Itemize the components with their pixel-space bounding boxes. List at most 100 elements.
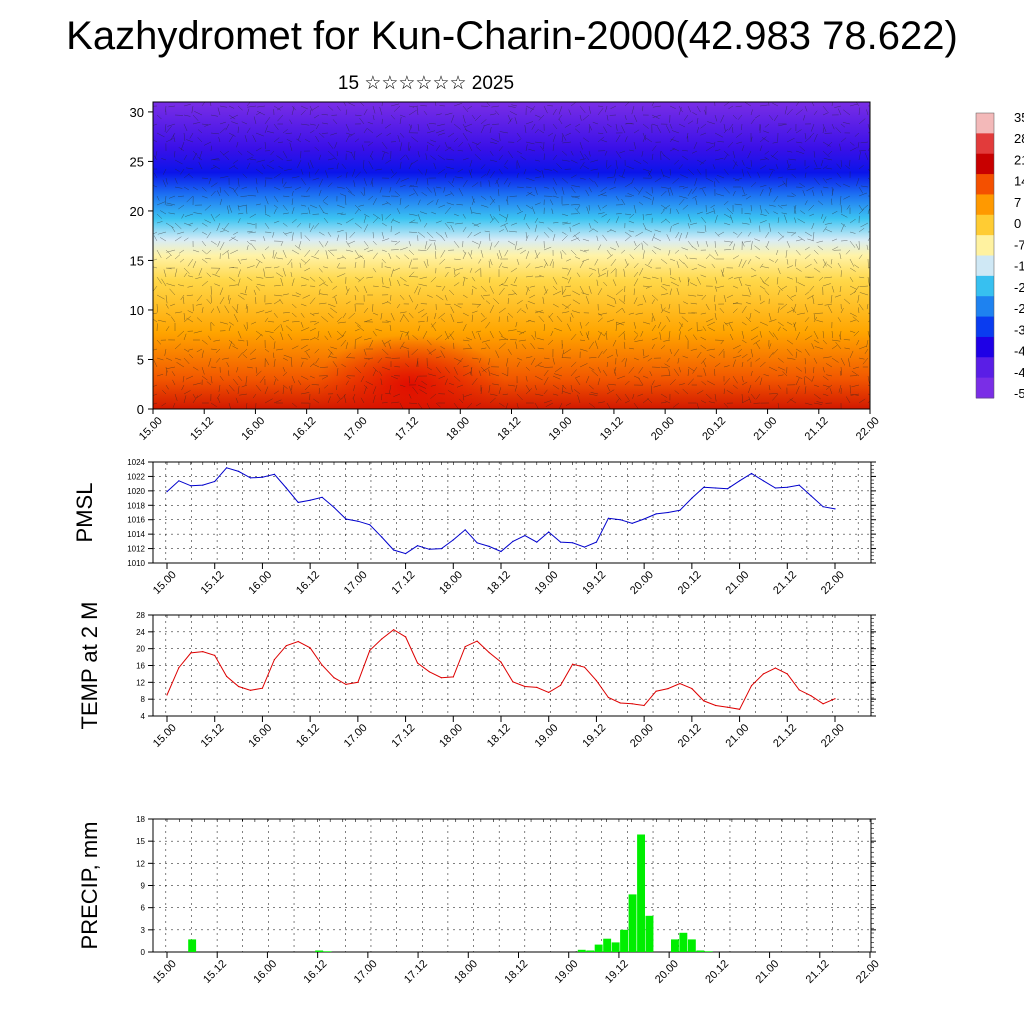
series-point [631,703,633,705]
heat-x-tick-label: 18.00 [444,415,472,443]
precip-bar [323,951,332,952]
colorbar-swatch [976,255,994,277]
precip-bar [611,942,620,952]
series-point [798,689,800,691]
heat-x-tick-label: 16.12 [291,415,319,443]
precip-panel: 0 3 6 9 12 15 18 15.00 15.12 16.00 16.12 17.00 17.12… [77,815,882,986]
colorbar-swatch [976,133,994,155]
y-tick-label: 24 [136,628,145,637]
colorbar-label: 28 [1014,131,1024,146]
y-tick-label: 12 [136,678,145,687]
y-axis-label: TEMP at 2 M [77,602,102,730]
series-point [369,524,371,526]
series-point [166,491,168,493]
series-point [440,677,442,679]
heat-field [153,102,870,409]
x-tick-label: 18.12 [502,958,530,986]
colorbar-label: 21 [1014,152,1024,167]
heat-y-tick-label: 20 [130,204,144,219]
colorbar-swatch [976,235,994,256]
x-tick-label: 18.12 [485,569,513,597]
y-tick-label: 1024 [127,458,145,467]
heat-x-tick-label: 17.12 [393,415,421,443]
colorbar-label: -56 [1014,386,1024,401]
series-point [405,553,407,555]
x-tick-label: 21.12 [771,722,799,750]
pmsl-panel: 1010 1012 1014 1016 1018 1020 1022 1024 15.00 15.… [72,458,876,597]
series-point [178,480,180,482]
series-point [512,540,514,543]
colorbar-swatch [976,214,994,236]
series-point [309,647,311,649]
heat-x-tick-label: 19.12 [598,415,626,443]
series-point [321,496,323,498]
precip-bar [687,939,696,952]
x-tick-label: 18.00 [452,958,480,986]
series-point [321,664,323,666]
heat-y-tick-label: 25 [130,154,144,169]
series-point [667,511,669,514]
series-point [214,480,216,483]
series-point [369,649,371,652]
colorbar-swatch [976,275,994,297]
x-tick-label: 19.12 [580,722,608,750]
series-point [333,506,335,508]
colorbar-swatch [976,174,994,195]
series-point [249,689,252,691]
series-point [715,487,717,489]
series-point [238,685,240,688]
colorbar-swatch [976,316,994,338]
series-point [512,681,514,683]
colorbar-label: -21 [1014,280,1024,295]
series-point [428,671,430,673]
x-tick-label: 17.12 [402,958,430,986]
x-tick-label: 17.12 [389,722,417,750]
x-tick-label: 15.12 [199,569,227,597]
series-point [703,486,705,488]
colorbar-label: -14 [1014,259,1024,274]
series-point [190,485,192,487]
heat-x-tick-label: 20.12 [700,415,728,443]
series-point [607,696,610,699]
series-point [500,661,502,663]
heat-x-tick-label: 15.12 [188,415,216,443]
series-point [238,470,240,472]
heat-y-tick-label: 5 [137,352,144,367]
colorbar-swatch [976,357,994,379]
x-tick-label: 20.00 [653,958,681,986]
precip-bar [603,938,612,952]
series-point [524,685,526,688]
x-tick-label: 17.00 [342,722,370,750]
heat-y-tick-label: 30 [130,105,144,120]
series-point [297,501,299,503]
series-point [762,673,765,675]
series-point [750,472,753,475]
series-point [357,520,359,522]
heat-x-tick-label: 22.00 [854,415,882,443]
chart-subtitle: 15 ☆☆☆☆☆☆ 2025 [337,73,515,94]
series-point [810,695,812,697]
heat-x-tick-label: 15.00 [137,415,165,443]
x-tick-label: 20.12 [676,722,704,750]
precip-bar [620,929,628,952]
x-tick-label: 22.00 [819,569,847,597]
x-tick-label: 19.00 [553,958,581,986]
x-tick-label: 18.00 [437,722,465,750]
precip-bar [628,894,637,952]
heat-y-tick-label: 10 [130,303,144,318]
series-point [691,688,693,690]
series-point [500,550,502,553]
colorbar-swatch [976,336,994,358]
y-tick-label: 9 [141,882,146,891]
x-tick-label: 21.00 [753,958,781,986]
plot-frame [152,461,872,564]
series-point [202,484,204,486]
colorbar-label: -42 [1014,344,1024,359]
grid [153,462,871,563]
x-tick-label: 19.00 [533,722,561,750]
colorbar-label: 35 [1014,110,1024,125]
series-point [679,683,681,685]
series-point [774,487,777,489]
y-tick-label: 0 [141,948,146,957]
heat-x-tick-label: 19.00 [547,415,575,443]
